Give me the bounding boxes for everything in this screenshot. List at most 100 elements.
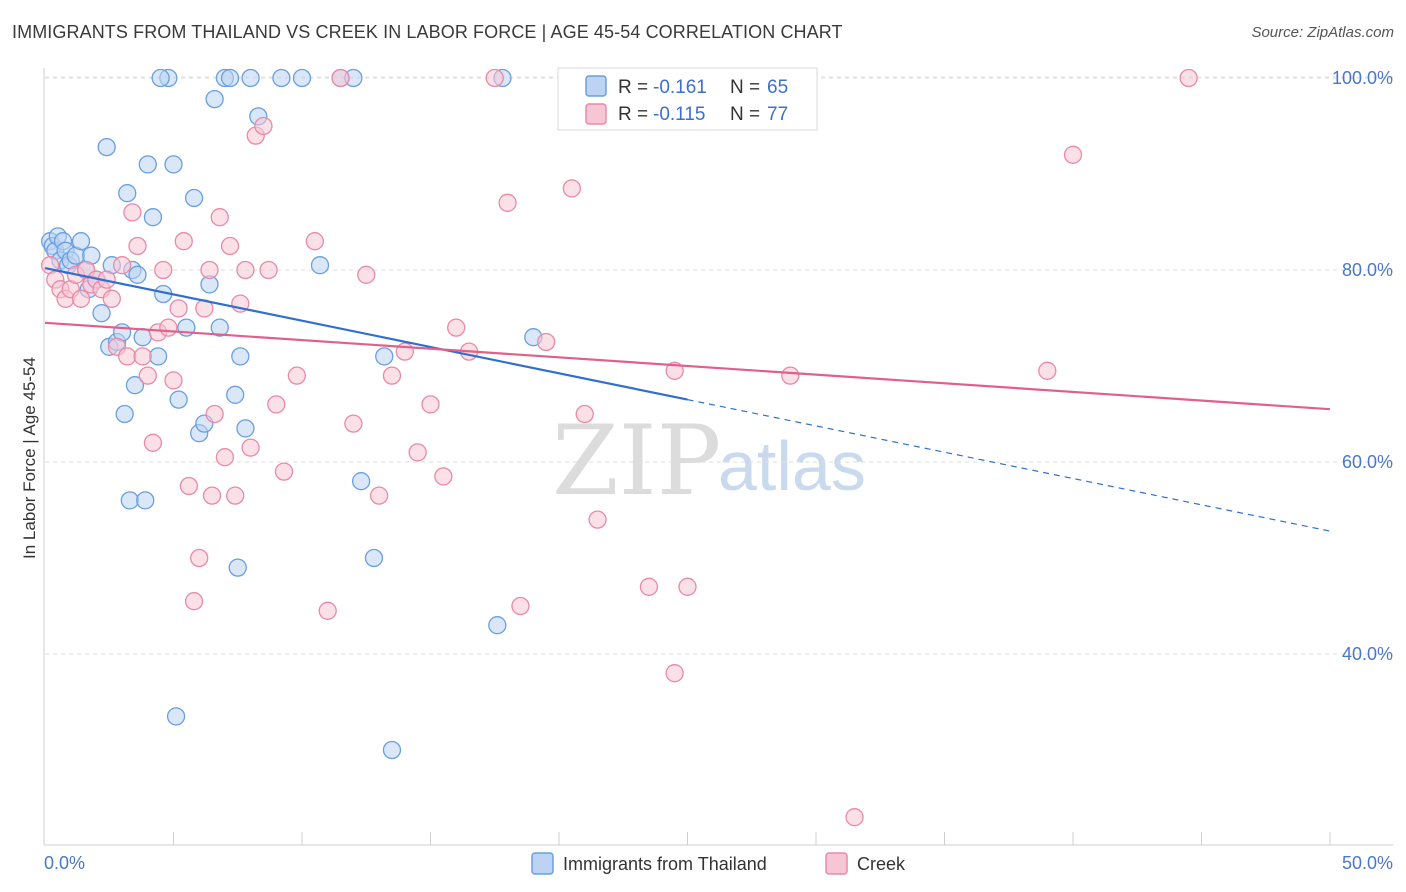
point-creek	[71, 289, 91, 308]
point-creek	[639, 577, 659, 596]
point-thailand	[118, 184, 137, 203]
point-thailand	[164, 155, 183, 174]
point-thailand	[228, 558, 247, 577]
trend-line-thailand	[44, 267, 688, 401]
series-legend-swatch-thailand	[531, 852, 554, 875]
point-creek	[128, 236, 147, 256]
point-creek	[259, 260, 278, 280]
point-creek	[1038, 361, 1057, 380]
point-creek	[421, 395, 440, 414]
point-thailand	[115, 404, 134, 424]
point-creek	[220, 236, 240, 256]
point-creek	[174, 232, 193, 251]
point-creek	[357, 265, 376, 284]
data-points	[40, 68, 1198, 827]
point-thailand	[151, 68, 170, 88]
point-creek	[267, 395, 286, 414]
y-axis-title: In Labor Force | Age 45-54	[20, 357, 39, 559]
y-tick-label: 40.0%	[1342, 644, 1393, 664]
point-thailand	[220, 68, 240, 88]
point-creek	[190, 548, 209, 568]
point-creek	[575, 404, 594, 424]
point-creek	[498, 193, 517, 212]
point-thailand	[272, 68, 291, 88]
watermark-zip: ZIP	[552, 405, 721, 517]
point-creek	[305, 232, 325, 251]
point-thailand	[148, 347, 168, 366]
point-thailand	[169, 390, 188, 409]
chart-source: Source: ZipAtlas.com	[1251, 24, 1394, 41]
chart-title: IMMIGRANTS FROM THAILAND VS CREEK IN LAB…	[12, 22, 843, 42]
point-creek	[382, 366, 402, 385]
point-thailand	[92, 304, 111, 323]
legend-n-value-thailand: 65	[767, 77, 788, 98]
legend-r-label-thailand: R =	[618, 77, 648, 98]
point-thailand	[184, 188, 204, 208]
stats-legend: R = -0.161 N = 65 R = -0.115 N = 77	[557, 67, 818, 131]
legend-n-label-thailand: N =	[730, 77, 760, 98]
legend-r-value-thailand: -0.161	[653, 77, 707, 98]
point-creek	[781, 366, 800, 385]
point-creek	[331, 68, 350, 88]
point-creek	[845, 808, 864, 827]
point-creek	[184, 592, 204, 611]
series-legend-label-creek: Creek	[857, 854, 906, 874]
point-creek	[205, 404, 224, 424]
point-creek	[102, 289, 121, 308]
point-creek	[1063, 145, 1083, 164]
watermark-atlas: atlas	[718, 427, 866, 505]
point-thailand	[125, 376, 145, 395]
point-creek	[588, 510, 607, 529]
point-creek	[434, 467, 453, 486]
y-tick-label: 60.0%	[1342, 452, 1393, 472]
point-creek	[408, 443, 427, 462]
x-tick-label-min: 0.0%	[44, 853, 85, 873]
point-creek	[236, 260, 255, 280]
point-creek	[133, 347, 152, 366]
point-creek	[369, 486, 389, 505]
point-creek	[678, 577, 697, 596]
point-creek	[254, 116, 273, 136]
legend-n-label-creek: N =	[730, 104, 760, 125]
trend-line-creek	[44, 321, 1331, 411]
point-thailand	[236, 419, 255, 438]
point-creek	[344, 414, 363, 433]
point-thailand	[138, 155, 157, 174]
point-thailand	[71, 232, 91, 251]
point-creek	[318, 601, 337, 620]
point-creek	[200, 260, 219, 280]
point-thailand	[310, 256, 330, 275]
point-thailand	[292, 68, 312, 88]
point-creek	[287, 366, 307, 385]
point-thailand	[120, 491, 139, 510]
point-thailand	[364, 548, 384, 568]
point-creek	[665, 664, 684, 683]
legend-r-label-creek: R =	[618, 104, 648, 125]
point-creek	[665, 361, 684, 380]
point-thailand	[136, 491, 155, 510]
legend-n-value-creek: 77	[767, 104, 788, 125]
point-creek	[215, 448, 235, 467]
point-creek	[241, 438, 260, 457]
point-thailand	[210, 318, 229, 337]
y-tick-label: 100.0%	[1332, 68, 1393, 88]
point-creek	[123, 203, 142, 222]
point-thailand	[241, 68, 260, 88]
series-legend: Immigrants from Thailand Creek	[531, 852, 906, 875]
point-creek	[112, 256, 132, 275]
point-creek	[447, 318, 466, 337]
point-creek	[179, 476, 199, 496]
point-creek	[210, 208, 229, 227]
point-thailand	[351, 472, 371, 491]
point-creek	[511, 596, 530, 616]
series-legend-label-thailand: Immigrants from Thailand	[563, 854, 767, 874]
point-thailand	[226, 385, 245, 404]
point-creek	[1179, 68, 1198, 88]
point-creek	[138, 366, 157, 385]
point-creek	[562, 179, 581, 198]
point-thailand	[375, 347, 394, 366]
legend-swatch-thailand	[585, 75, 607, 97]
point-thailand	[143, 208, 163, 227]
point-creek	[154, 260, 173, 280]
